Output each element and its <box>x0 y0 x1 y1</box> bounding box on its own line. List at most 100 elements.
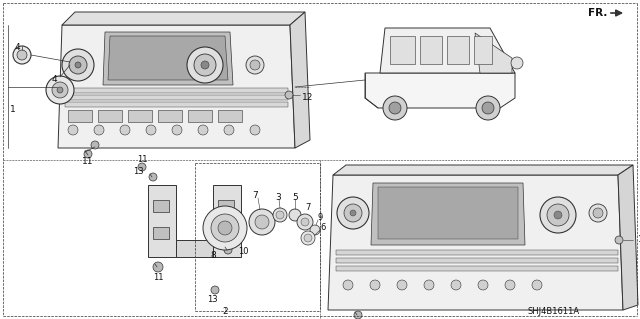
Polygon shape <box>365 73 515 108</box>
Bar <box>420 36 442 64</box>
Circle shape <box>146 125 156 135</box>
Bar <box>158 110 182 122</box>
Polygon shape <box>336 250 618 255</box>
Bar <box>98 110 122 122</box>
Bar <box>447 36 469 64</box>
Circle shape <box>540 197 576 233</box>
Circle shape <box>589 204 607 222</box>
Polygon shape <box>333 165 633 175</box>
Polygon shape <box>62 12 305 25</box>
Text: FR.: FR. <box>588 8 607 18</box>
Polygon shape <box>65 88 288 93</box>
Circle shape <box>505 280 515 290</box>
Circle shape <box>211 214 239 242</box>
Circle shape <box>69 56 87 74</box>
Circle shape <box>344 204 362 222</box>
Circle shape <box>120 125 130 135</box>
Circle shape <box>57 87 63 93</box>
Circle shape <box>149 173 157 181</box>
Circle shape <box>301 231 315 245</box>
Polygon shape <box>213 185 241 257</box>
Circle shape <box>13 46 31 64</box>
Circle shape <box>350 210 356 216</box>
Bar <box>68 110 92 122</box>
Circle shape <box>198 125 208 135</box>
Circle shape <box>218 221 232 235</box>
Text: 13: 13 <box>133 167 144 175</box>
Polygon shape <box>65 102 288 107</box>
Text: 10: 10 <box>238 247 248 256</box>
Bar <box>128 110 152 122</box>
Polygon shape <box>290 12 310 148</box>
Circle shape <box>285 91 293 99</box>
Text: 11: 11 <box>83 158 93 167</box>
Circle shape <box>304 234 312 242</box>
Circle shape <box>397 280 407 290</box>
Text: 8: 8 <box>210 250 216 259</box>
Polygon shape <box>371 183 525 245</box>
Circle shape <box>370 280 380 290</box>
Text: 1: 1 <box>10 106 16 115</box>
Circle shape <box>478 280 488 290</box>
Polygon shape <box>336 266 618 271</box>
Circle shape <box>593 208 603 218</box>
Circle shape <box>17 50 27 60</box>
Bar <box>378 187 518 239</box>
Circle shape <box>310 225 320 235</box>
Circle shape <box>343 280 353 290</box>
Circle shape <box>301 218 309 226</box>
Polygon shape <box>58 25 295 148</box>
Circle shape <box>532 280 542 290</box>
Circle shape <box>250 60 260 70</box>
Polygon shape <box>328 175 623 310</box>
Circle shape <box>424 280 434 290</box>
Text: 11: 11 <box>153 273 163 283</box>
Circle shape <box>224 246 232 254</box>
Circle shape <box>211 286 219 294</box>
Circle shape <box>476 96 500 120</box>
Text: 11: 11 <box>137 155 147 165</box>
Polygon shape <box>336 258 618 263</box>
Circle shape <box>554 211 562 219</box>
Circle shape <box>383 96 407 120</box>
Circle shape <box>482 102 494 114</box>
Bar <box>153 227 169 239</box>
Circle shape <box>187 47 223 83</box>
Circle shape <box>250 125 260 135</box>
Circle shape <box>201 61 209 69</box>
Circle shape <box>194 54 216 76</box>
Text: 7: 7 <box>305 204 310 212</box>
Circle shape <box>249 209 275 235</box>
Circle shape <box>354 311 362 319</box>
Circle shape <box>75 62 81 68</box>
Text: 4: 4 <box>52 76 58 85</box>
Circle shape <box>273 208 287 222</box>
Circle shape <box>276 211 284 219</box>
Text: 5: 5 <box>292 192 298 202</box>
Text: SHJ4B1611A: SHJ4B1611A <box>528 308 580 316</box>
Circle shape <box>547 204 569 226</box>
Circle shape <box>389 102 401 114</box>
Text: 4: 4 <box>15 42 20 51</box>
Circle shape <box>52 82 68 98</box>
Text: 7: 7 <box>252 190 258 199</box>
Circle shape <box>289 209 301 221</box>
Circle shape <box>337 197 369 229</box>
Bar <box>218 227 234 239</box>
Text: 13: 13 <box>207 295 218 305</box>
Circle shape <box>255 215 269 229</box>
Polygon shape <box>103 32 233 85</box>
Text: 6: 6 <box>320 224 326 233</box>
Bar <box>218 200 234 212</box>
Circle shape <box>615 236 623 244</box>
Text: 9: 9 <box>317 213 323 222</box>
Circle shape <box>46 76 74 104</box>
Text: 12: 12 <box>302 93 314 101</box>
Bar <box>188 110 212 122</box>
Circle shape <box>172 125 182 135</box>
Polygon shape <box>380 28 515 73</box>
Polygon shape <box>108 36 228 80</box>
Bar <box>390 36 415 64</box>
Circle shape <box>84 150 92 158</box>
Polygon shape <box>618 165 638 310</box>
